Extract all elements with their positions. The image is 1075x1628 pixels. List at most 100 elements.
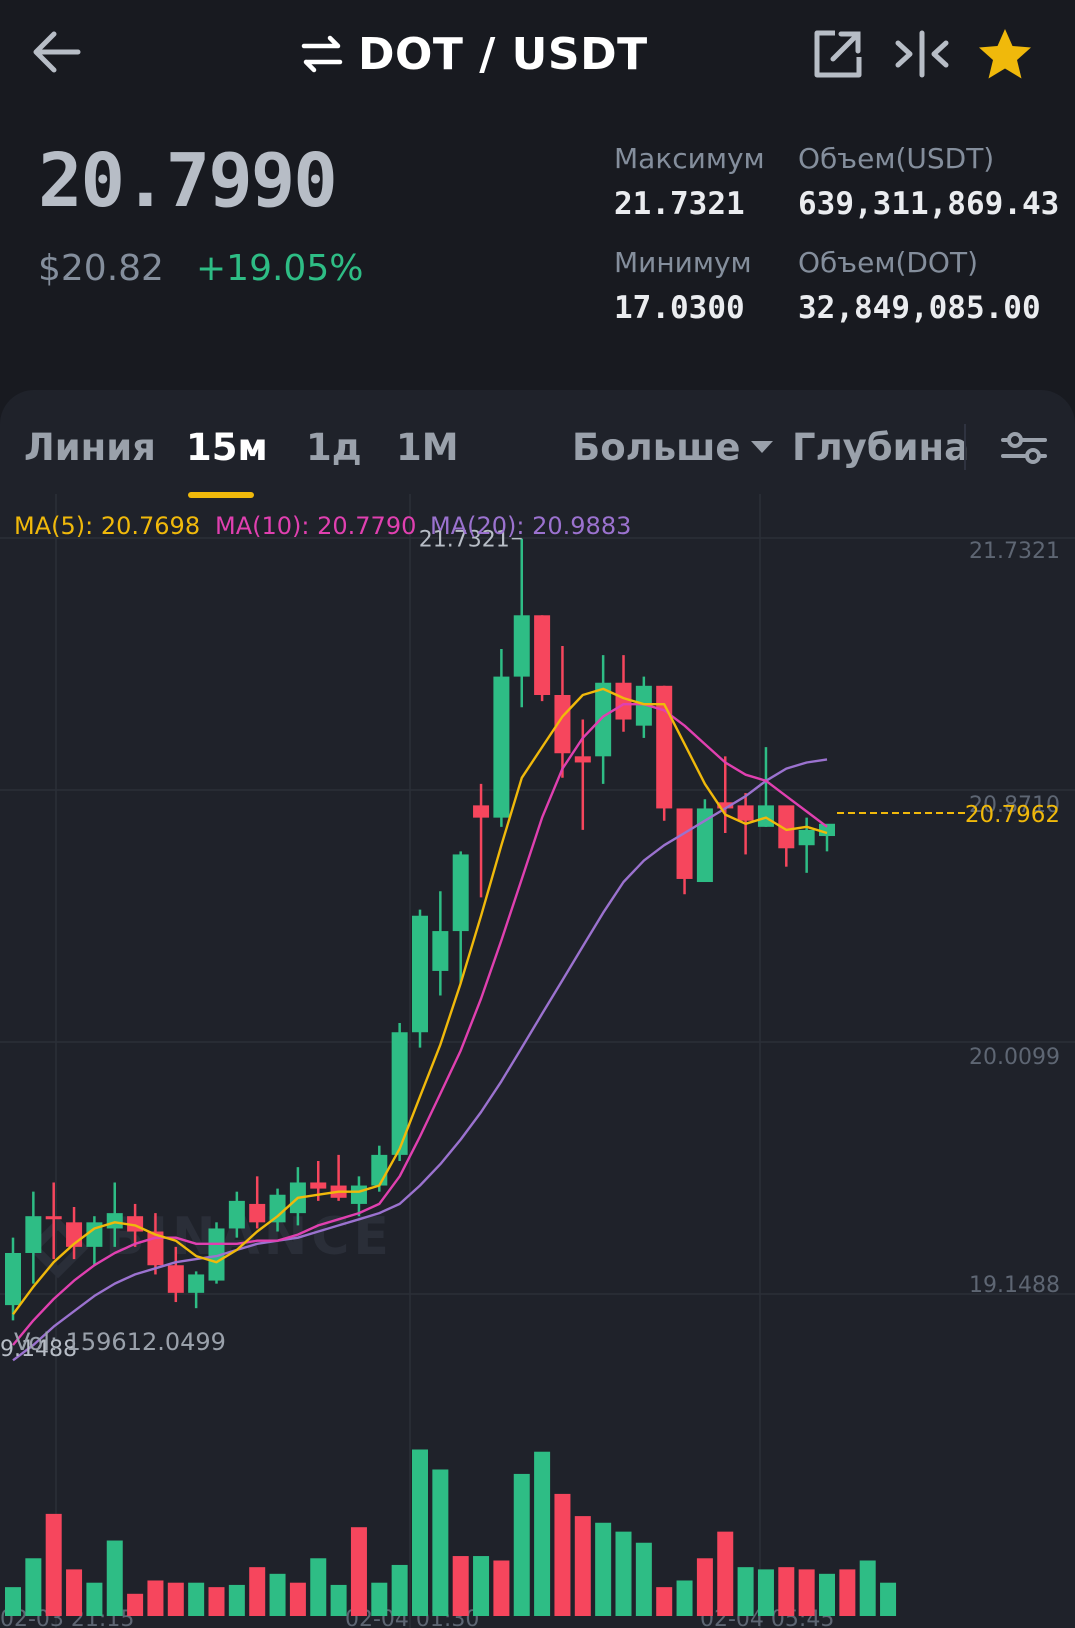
candle-body bbox=[228, 1200, 245, 1229]
price-change: +19.05% bbox=[196, 248, 364, 289]
ma20-line bbox=[12, 758, 828, 1362]
candle-body bbox=[269, 1194, 286, 1223]
y-axis-label: 21.7321 bbox=[969, 539, 1060, 564]
volume-dot-label: Объем(DOT) bbox=[798, 246, 978, 279]
volume-bar bbox=[554, 1493, 571, 1616]
high-value: 21.7321 bbox=[614, 186, 745, 222]
tab-more[interactable]: Больше bbox=[572, 426, 773, 469]
sliders-icon bbox=[1001, 432, 1047, 464]
volume-bar bbox=[66, 1569, 83, 1616]
caret-down-icon bbox=[750, 440, 773, 453]
volume-bar bbox=[147, 1580, 164, 1616]
compare-button[interactable] bbox=[892, 24, 952, 84]
volume-bar bbox=[350, 1527, 367, 1616]
candle-body bbox=[757, 805, 774, 827]
candle-body bbox=[45, 1216, 62, 1220]
candle-body bbox=[432, 931, 449, 971]
tab-15m[interactable]: 15м bbox=[186, 426, 268, 469]
low-marker-label: 9.1488 bbox=[0, 1337, 77, 1362]
volume-bar bbox=[106, 1540, 123, 1616]
volume-bar bbox=[86, 1582, 103, 1616]
volume-bar bbox=[513, 1473, 530, 1616]
volume-bar bbox=[757, 1569, 774, 1616]
current-price-label: 20.7962 bbox=[965, 802, 1060, 828]
candle-body bbox=[615, 682, 632, 720]
candle-body bbox=[106, 1213, 123, 1229]
volume-bar bbox=[289, 1582, 306, 1616]
candle-body bbox=[350, 1185, 367, 1204]
volume-bar bbox=[452, 1556, 469, 1616]
candle-body bbox=[676, 808, 693, 879]
candle-body bbox=[717, 802, 734, 809]
volume-bar bbox=[5, 1587, 21, 1616]
volume-bar bbox=[167, 1582, 184, 1616]
compare-icon bbox=[895, 30, 949, 78]
last-price: 20.7990 bbox=[38, 138, 338, 224]
volume-usdt-value: 639,311,869.43 bbox=[798, 186, 1060, 222]
candle-body bbox=[574, 756, 591, 763]
ma10-line bbox=[12, 702, 828, 1346]
volume-bar bbox=[737, 1567, 754, 1616]
candle-body bbox=[778, 805, 795, 849]
candle-body bbox=[5, 1252, 21, 1306]
tab-more-label: Больше bbox=[572, 426, 741, 469]
volume-bar bbox=[371, 1582, 388, 1616]
candle-body bbox=[310, 1182, 327, 1189]
volume-bar bbox=[717, 1531, 734, 1616]
volume-bar bbox=[696, 1558, 713, 1616]
candle-body bbox=[798, 829, 815, 846]
chart-settings-button[interactable] bbox=[994, 420, 1054, 476]
volume-bar bbox=[819, 1573, 835, 1616]
candle-body bbox=[391, 1032, 408, 1155]
interval-tabs: Линия 15м 1д 1М Больше Глубина bbox=[0, 390, 1075, 502]
volume-bar bbox=[778, 1567, 795, 1616]
low-value: 17.0300 bbox=[614, 290, 745, 326]
volume-dot-value: 32,849,085.00 bbox=[798, 290, 1041, 326]
volume-bar bbox=[615, 1531, 632, 1616]
volume-bar bbox=[676, 1580, 693, 1616]
volume-bar bbox=[412, 1449, 428, 1616]
candle-body bbox=[513, 615, 530, 677]
volume-bar bbox=[269, 1573, 286, 1616]
back-button[interactable] bbox=[24, 24, 88, 80]
volume-bar bbox=[880, 1582, 897, 1616]
candle-body bbox=[452, 854, 469, 932]
candle-body bbox=[412, 915, 428, 1033]
volume-bar bbox=[188, 1582, 205, 1616]
tab-1M[interactable]: 1М bbox=[396, 426, 459, 469]
y-axis-label: 20.8710 bbox=[969, 793, 1060, 818]
volume-bar bbox=[249, 1567, 266, 1616]
volume-bar bbox=[635, 1542, 652, 1616]
ma10-legend: MA(10): 20.7790 bbox=[215, 512, 417, 540]
share-button[interactable] bbox=[808, 24, 868, 84]
volume-bar bbox=[391, 1564, 408, 1616]
y-axis-label: 20.0099 bbox=[969, 1045, 1060, 1070]
candlestick-chart[interactable]: BINANCE 21.7321 20.8710 20.0099 19.1488 02-0… bbox=[0, 494, 1075, 1628]
tab-depth[interactable]: Глубина bbox=[792, 426, 970, 469]
volume-bar bbox=[534, 1451, 551, 1616]
candle-body bbox=[696, 808, 713, 883]
candle-body bbox=[635, 685, 652, 726]
candle-body bbox=[656, 685, 673, 809]
volume-bar bbox=[574, 1516, 591, 1616]
pair-selector[interactable]: DOT / USDT bbox=[300, 22, 648, 86]
ma20-legend: MA(20): 20.9883 bbox=[430, 512, 632, 540]
volume-bar bbox=[228, 1584, 245, 1616]
candle-body bbox=[25, 1216, 42, 1253]
volume-bar bbox=[310, 1558, 327, 1616]
tab-divider bbox=[964, 424, 966, 470]
volume-bar bbox=[45, 1513, 62, 1616]
tab-line[interactable]: Линия bbox=[24, 426, 156, 469]
candle-body bbox=[473, 805, 490, 818]
external-link-icon bbox=[814, 30, 862, 78]
volume-bar bbox=[25, 1558, 42, 1616]
volume-bar bbox=[330, 1584, 347, 1616]
tab-1d[interactable]: 1д bbox=[306, 426, 362, 469]
active-tab-indicator bbox=[188, 492, 254, 498]
candle-body bbox=[534, 615, 551, 696]
ma5-legend: MA(5): 20.7698 bbox=[14, 512, 201, 540]
favorite-button[interactable] bbox=[975, 24, 1035, 84]
swap-arrows-icon bbox=[301, 35, 343, 73]
volume-bar bbox=[432, 1469, 449, 1616]
pair-title: DOT / USDT bbox=[358, 28, 648, 80]
